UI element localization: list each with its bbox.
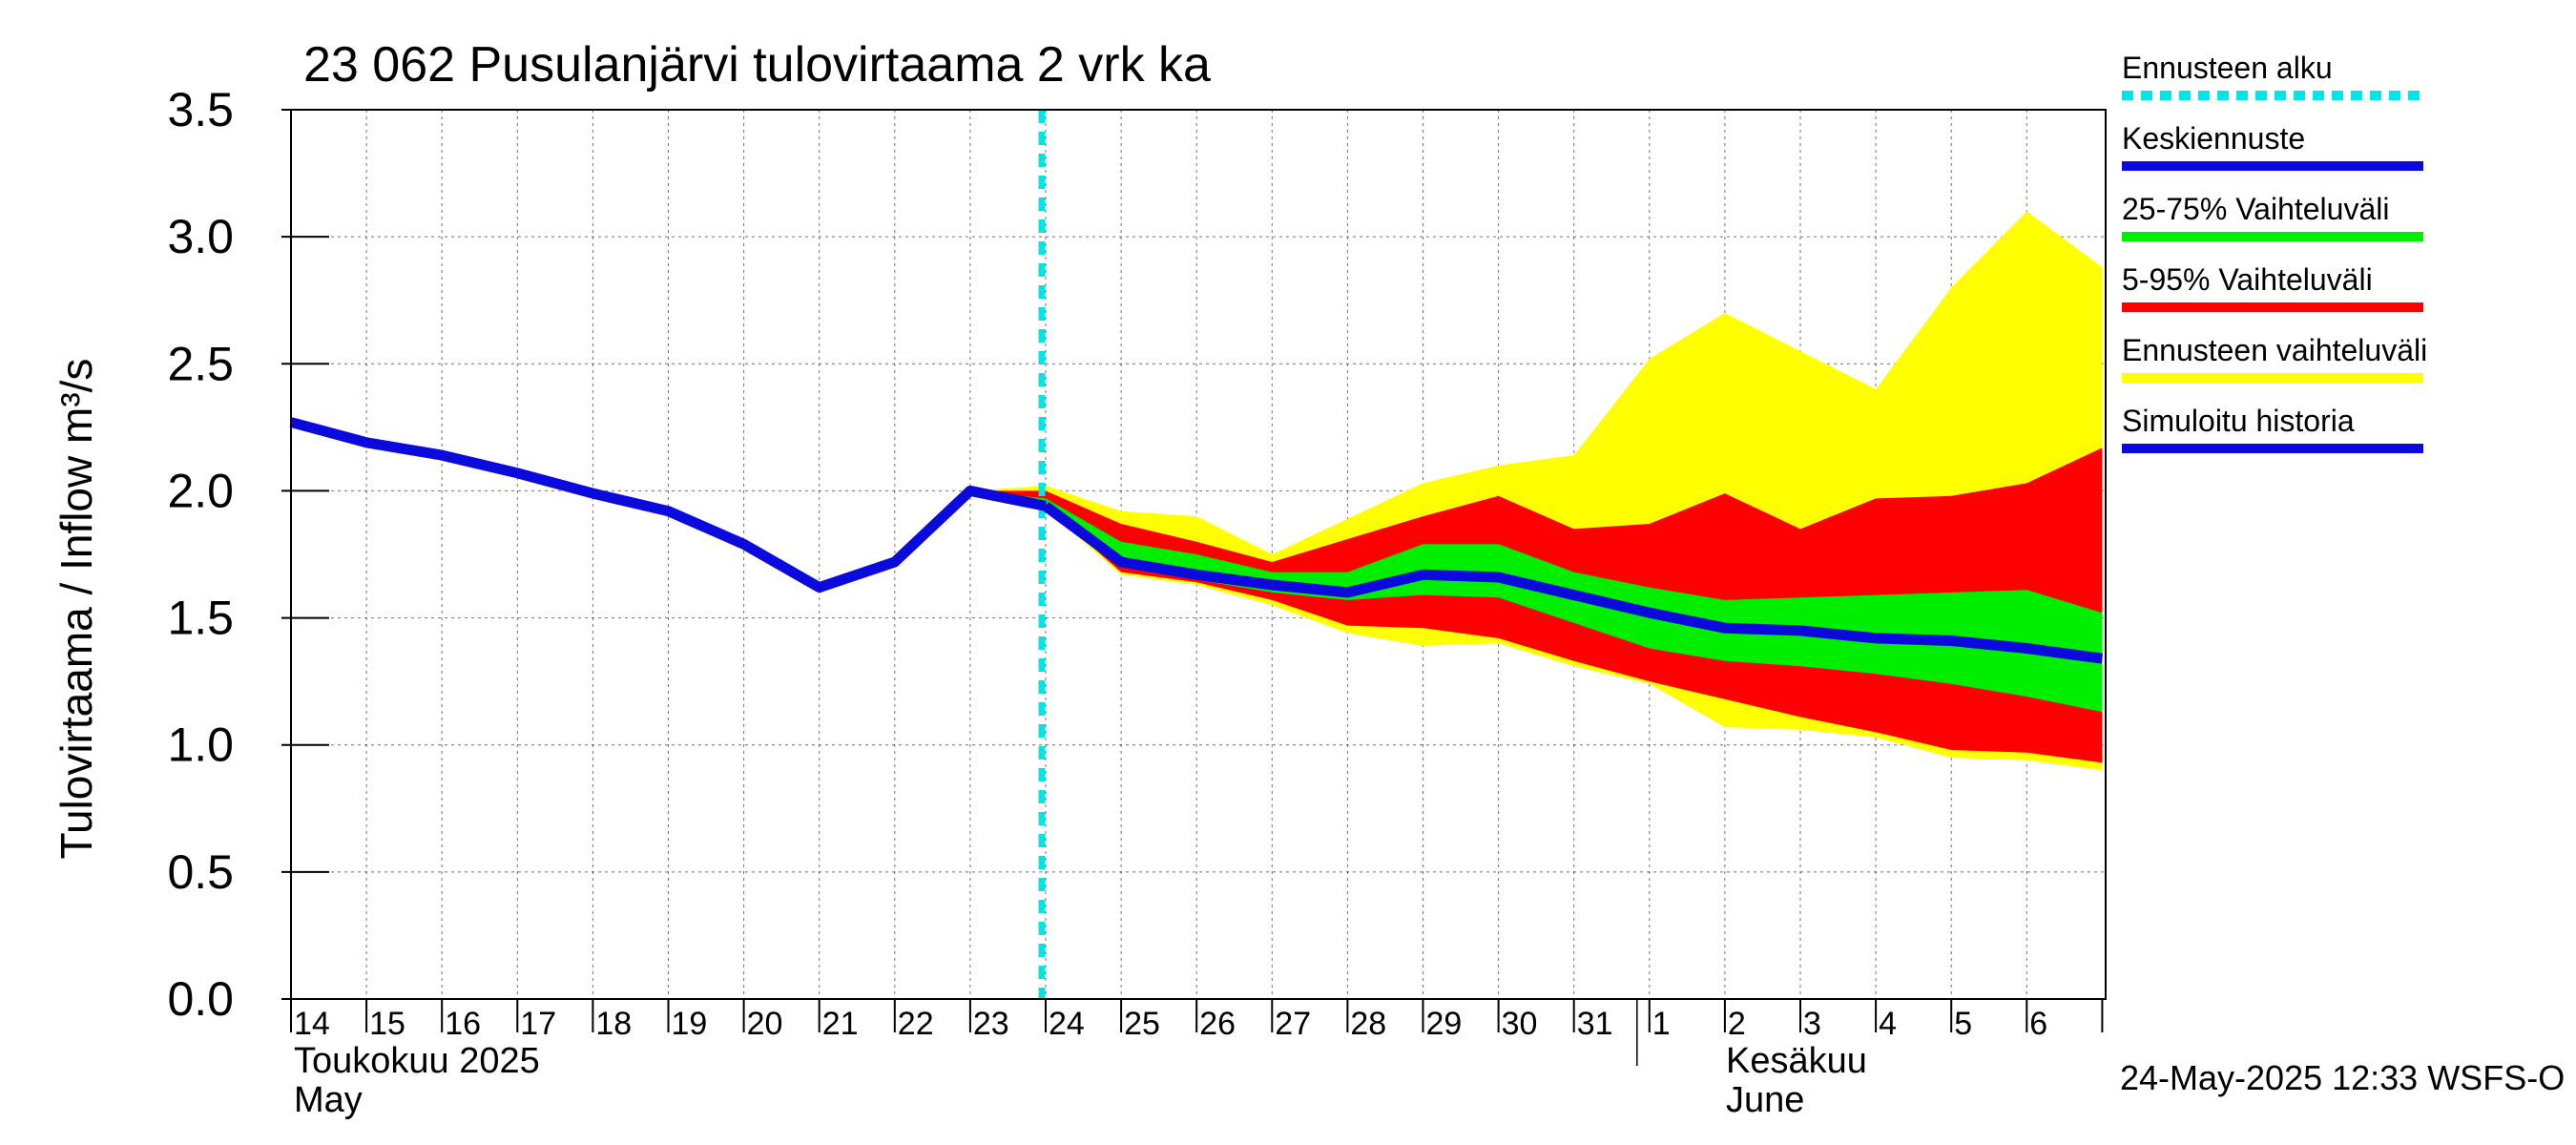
x-tick-label: 23: [973, 1006, 1009, 1042]
plot-frame: [290, 109, 2107, 1000]
y-tick-label: 0.0: [167, 972, 234, 1026]
legend: Ennusteen alku Keskiennuste 25-75% Vaihtel…: [2122, 51, 2427, 453]
x-tick-label: 17: [520, 1006, 556, 1042]
x-tick-label: 20: [747, 1006, 783, 1042]
month-label-en: June: [1726, 1080, 1804, 1120]
x-tick-label: 24: [1049, 1006, 1085, 1042]
y-axis-label: Tulovirtaama / Inflow m³/s: [52, 359, 101, 860]
x-tick-label: 1: [1652, 1006, 1671, 1042]
legend-label: 25-75% Vaihteluväli: [2122, 192, 2389, 226]
y-tick-label: 1.0: [167, 718, 234, 772]
y-tick-label: 3.0: [167, 210, 234, 263]
x-tick-label: 16: [445, 1006, 481, 1042]
y-axis-ticks: 0.0 0.5 1.0 1.5 2.0 2.5 3.0 3.5: [167, 83, 329, 1026]
x-tick-label: 18: [595, 1006, 632, 1042]
y-tick-label: 0.5: [167, 845, 234, 899]
y-tick-label: 2.5: [167, 337, 234, 390]
legend-label: Ennusteen vaihteluväli: [2122, 333, 2427, 367]
month-label-en: May: [294, 1080, 363, 1120]
x-tick-label: 27: [1275, 1006, 1311, 1042]
simulated-history-line: [289, 417, 1048, 593]
x-tick-label: 2: [1728, 1006, 1746, 1042]
chart-title: 23 062 Pusulanjärvi tulovirtaama 2 vrk k…: [303, 37, 1211, 93]
x-tick-label: 19: [672, 1006, 708, 1042]
x-tick-label: 21: [822, 1006, 859, 1042]
x-tick-label: 5: [1954, 1006, 1972, 1042]
x-tick-label: 26: [1199, 1006, 1236, 1042]
x-tick-label: 28: [1350, 1006, 1386, 1042]
x-tick-label: 15: [369, 1006, 405, 1042]
month-label-fi: Kesäkuu: [1726, 1041, 1867, 1081]
median-forecast-line: [1042, 501, 2104, 664]
axes: [290, 109, 2107, 1000]
legend-label: Keskiennuste: [2122, 121, 2305, 156]
footer-timestamp: 24-May-2025 12:33 WSFS-O: [2120, 1058, 2565, 1097]
x-tick-label: 14: [294, 1006, 330, 1042]
band-25-75-vaihteluv-li: [969, 490, 2103, 713]
legend-label: 5-95% Vaihteluväli: [2122, 262, 2373, 297]
x-axis-ticks: 14 15 16 17 18 19 20 21 22 23 24 25 26 27 28 29 30 31 1 2 3 4…: [290, 999, 2104, 1042]
y-tick-label: 2.0: [167, 464, 234, 517]
x-tick-label: 6: [2029, 1006, 2047, 1042]
x-tick-label: 30: [1502, 1006, 1538, 1042]
x-tick-label: 31: [1577, 1006, 1613, 1042]
legend-label: Ennusteen alku: [2122, 51, 2333, 85]
y-tick-label: 3.5: [167, 83, 234, 136]
legend-label: Simuloitu historia: [2122, 404, 2355, 438]
month-label-fi: Toukokuu 2025: [294, 1041, 540, 1081]
y-tick-label: 1.5: [167, 592, 234, 645]
series-lines: [289, 110, 2104, 999]
x-tick-label: 4: [1879, 1006, 1897, 1042]
x-tick-label: 22: [898, 1006, 934, 1042]
x-tick-label: 3: [1803, 1006, 1821, 1042]
x-tick-label: 25: [1124, 1006, 1160, 1042]
x-tick-label: 29: [1426, 1006, 1463, 1042]
